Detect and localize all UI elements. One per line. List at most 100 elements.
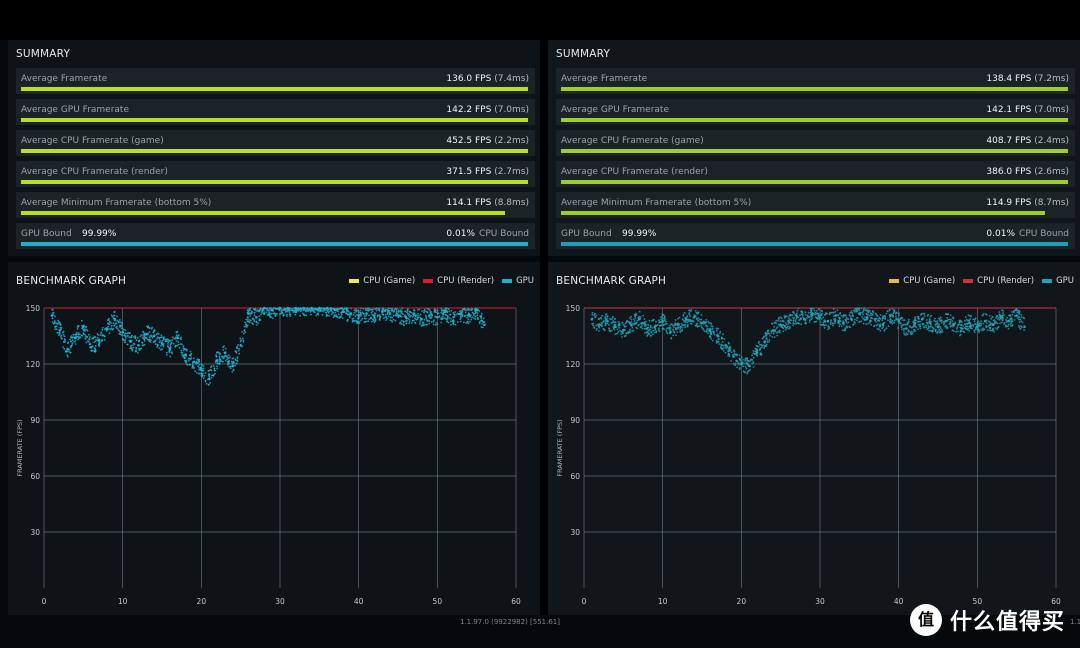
- gpu-point: [861, 311, 864, 314]
- gpu-point: [633, 313, 636, 316]
- gpu-point: [919, 320, 922, 323]
- gpu-point: [330, 313, 333, 316]
- gpu-point: [763, 347, 765, 349]
- gpu-point: [779, 316, 782, 318]
- gpu-point: [447, 308, 450, 311]
- gpu-point: [745, 367, 748, 370]
- gpu-point: [870, 323, 873, 326]
- gpu-point: [724, 346, 727, 349]
- gpu-point: [755, 351, 759, 355]
- gpu-point: [705, 329, 708, 332]
- gpu-point: [332, 316, 335, 319]
- gpu-point: [228, 365, 231, 368]
- gpu-point: [914, 330, 916, 332]
- gpu-point: [1011, 311, 1013, 313]
- gpu-point: [804, 311, 807, 314]
- gpu-point: [603, 328, 605, 330]
- gpu-point: [142, 331, 145, 333]
- gpu-point: [833, 318, 835, 321]
- gpu-point: [807, 315, 809, 318]
- gpu-point: [463, 321, 465, 324]
- top-black-bar: [0, 0, 1080, 40]
- stat-label: Average Framerate: [561, 74, 648, 84]
- gpu-point: [330, 307, 333, 309]
- gpu-point: [152, 334, 156, 338]
- gpu-point: [461, 314, 464, 316]
- legend-swatch-cpu-render: [963, 279, 974, 283]
- gpu-point: [761, 344, 764, 347]
- gpu-point: [944, 325, 946, 328]
- legend-label-cpu-game: CPU (Game): [363, 276, 416, 286]
- watermark-logo: 值 什么值得买: [910, 604, 1065, 636]
- gpu-point: [132, 346, 135, 349]
- gpu-point: [838, 317, 841, 320]
- gpu-point: [624, 322, 627, 325]
- gpu-point: [262, 309, 265, 311]
- gpu-point: [734, 354, 737, 356]
- gpu-point: [841, 329, 844, 332]
- gpu-point: [481, 323, 484, 325]
- gpu-point: [845, 326, 848, 329]
- gpu-point: [248, 321, 251, 324]
- gpu-point: [789, 314, 792, 317]
- gpu-point: [973, 320, 976, 323]
- gpu-point: [189, 350, 192, 353]
- gpu-point: [74, 340, 77, 342]
- gpu-point: [268, 311, 271, 314]
- gpu-point: [372, 318, 375, 321]
- gpu-point: [474, 318, 477, 321]
- gpu-point: [677, 326, 680, 329]
- gpu-point: [82, 333, 85, 336]
- legend-label-cpu-render: CPU (Render): [437, 276, 495, 286]
- gpu-point: [127, 335, 129, 337]
- gpu-point: [236, 345, 238, 348]
- gpu-point: [980, 328, 983, 331]
- gpu-point: [351, 319, 354, 322]
- gpu-point: [658, 321, 661, 323]
- gpu-point: [387, 315, 390, 318]
- gpu-point: [838, 319, 841, 322]
- gpu-point: [157, 333, 160, 335]
- stat-value: 136.0 FPS (7.4ms): [446, 74, 529, 84]
- gpu-point: [355, 309, 358, 311]
- gpu-point: [371, 320, 373, 323]
- gpu-point: [246, 309, 249, 312]
- gpu-point: [360, 319, 362, 322]
- gpu-point: [629, 323, 633, 327]
- stat-row-average-minimum-framerate: Average Minimum Framerate (bottom 5%) 11…: [556, 192, 1075, 218]
- gpu-point: [210, 369, 213, 372]
- gpu-point: [203, 375, 206, 377]
- gpu-point: [110, 322, 112, 324]
- gpu-point: [879, 318, 882, 320]
- gpu-point: [670, 337, 673, 339]
- gpu-point: [610, 318, 612, 321]
- gpu-point: [964, 319, 966, 322]
- gpu-point: [464, 311, 467, 313]
- gpu-point: [804, 313, 807, 316]
- gpu-point: [810, 312, 814, 315]
- y-tick-label: 60: [30, 472, 40, 481]
- x-tick-label: 10: [658, 597, 668, 606]
- gpu-point: [740, 356, 743, 359]
- gpu-point: [665, 331, 668, 333]
- gpu-point: [650, 330, 652, 333]
- gpu-point: [329, 309, 332, 312]
- gpu-point: [242, 332, 245, 335]
- gpu-point: [178, 346, 181, 349]
- graph-legend: CPU (Game) CPU (Render) GPU: [341, 276, 534, 286]
- gpu-point: [918, 317, 921, 320]
- benchmark-graph-left: 0102030405060306090120150TIME (SEC)FRAME…: [16, 304, 521, 606]
- gpu-point: [779, 320, 782, 322]
- gpu-point: [302, 306, 305, 310]
- gpu-point: [172, 342, 175, 345]
- gpu-point: [817, 314, 820, 317]
- gpu-point: [993, 319, 996, 321]
- gpu-point: [682, 314, 685, 317]
- gpu-point: [729, 349, 732, 352]
- gpu-point: [827, 328, 829, 331]
- gpu-point: [934, 329, 937, 331]
- gpu-point: [825, 324, 827, 327]
- gpu-point: [209, 382, 212, 384]
- gpu-point: [341, 317, 344, 319]
- gpu-point: [595, 327, 598, 330]
